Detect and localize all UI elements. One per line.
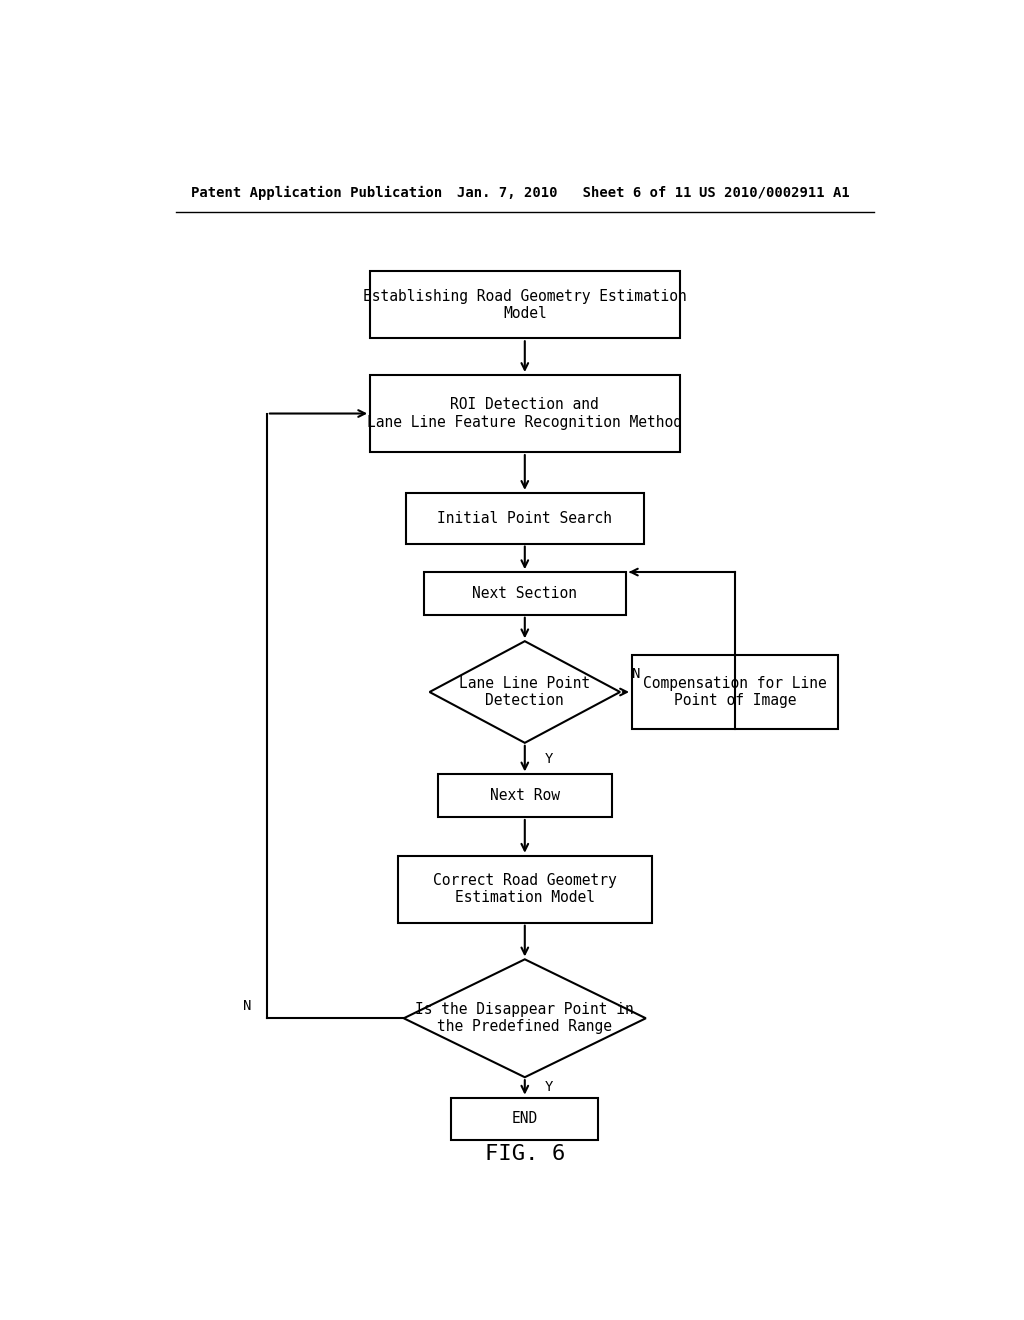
Text: US 2010/0002911 A1: US 2010/0002911 A1 [699,186,850,199]
Bar [452,1097,598,1140]
Text: Initial Point Search: Initial Point Search [437,511,612,525]
Text: FIG. 6: FIG. 6 [484,1144,565,1164]
Polygon shape [430,642,620,743]
Text: Next Section: Next Section [472,586,578,601]
Text: N: N [243,999,251,1012]
Text: Y: Y [545,751,553,766]
Text: ROI Detection and
Lane Line Feature Recognition Method: ROI Detection and Lane Line Feature Reco… [368,397,682,430]
Text: Correct Road Geometry
Estimation Model: Correct Road Geometry Estimation Model [433,873,616,906]
Text: Compensation for Line
Point of Image: Compensation for Line Point of Image [643,676,827,709]
Bar [632,656,839,729]
Text: Y: Y [545,1080,553,1094]
Bar [370,271,680,338]
Text: END: END [512,1111,538,1126]
Text: Establishing Road Geometry Estimation
Model: Establishing Road Geometry Estimation Mo… [362,289,687,321]
Bar [437,775,612,817]
Bar [406,492,644,544]
Text: Jan. 7, 2010   Sheet 6 of 11: Jan. 7, 2010 Sheet 6 of 11 [458,186,692,199]
Bar [424,572,626,615]
Text: Patent Application Publication: Patent Application Publication [191,186,442,201]
Text: Lane Line Point
Detection: Lane Line Point Detection [459,676,591,709]
Text: Is the Disappear Point in
the Predefined Range: Is the Disappear Point in the Predefined… [416,1002,634,1035]
Text: Next Row: Next Row [489,788,560,803]
Polygon shape [403,960,646,1077]
Bar [370,375,680,453]
Bar [397,855,651,923]
Text: N: N [632,667,640,681]
